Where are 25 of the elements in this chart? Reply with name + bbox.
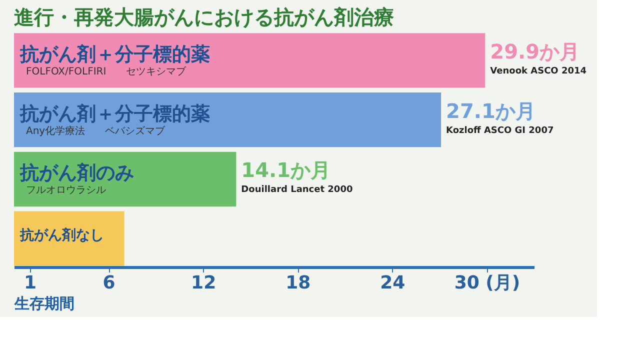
x-tick-label: 6 (102, 272, 116, 294)
x-tick-label: 1 (24, 272, 37, 294)
bar (14, 92, 442, 148)
y-tick-label: 抗がん剤＋分子標的薬 (19, 43, 210, 66)
x-axis-title: 生存期間 (14, 294, 74, 312)
data-label: 27.1か月 (446, 98, 536, 123)
annotation: Any化学療法 ベバシズマブ (26, 124, 166, 137)
y-tick-label: 抗がん剤＋分子標的薬 (19, 102, 210, 125)
data-label: 14.1か月 (241, 158, 331, 182)
annotation: Douillard Lancet 2000 (241, 185, 353, 196)
annotation: Kozloff ASCO GI 2007 (446, 126, 554, 136)
x-tick-label: 24 (380, 272, 406, 294)
data-label: 29.9か月 (490, 39, 580, 64)
annotation: FOLFOX/FOLFIRI セツキシマブ (26, 65, 188, 78)
annotation: Venook ASCO 2014 (490, 66, 587, 76)
bar (14, 152, 236, 206)
bar (14, 211, 124, 266)
y-tick-label: 抗がん剤なし (19, 226, 104, 244)
x-tick-label: 18 (286, 272, 311, 294)
bar (14, 33, 486, 88)
x-tick-label: 12 (191, 272, 216, 294)
annotation: フルオロウラシル (26, 185, 106, 196)
y-tick-label: 抗がん剤のみ (19, 162, 134, 184)
chart-title: 進行・再発大腸がんにおける抗がん剤治療 (14, 5, 394, 29)
x-tick-label: 30 (月) (454, 272, 520, 294)
